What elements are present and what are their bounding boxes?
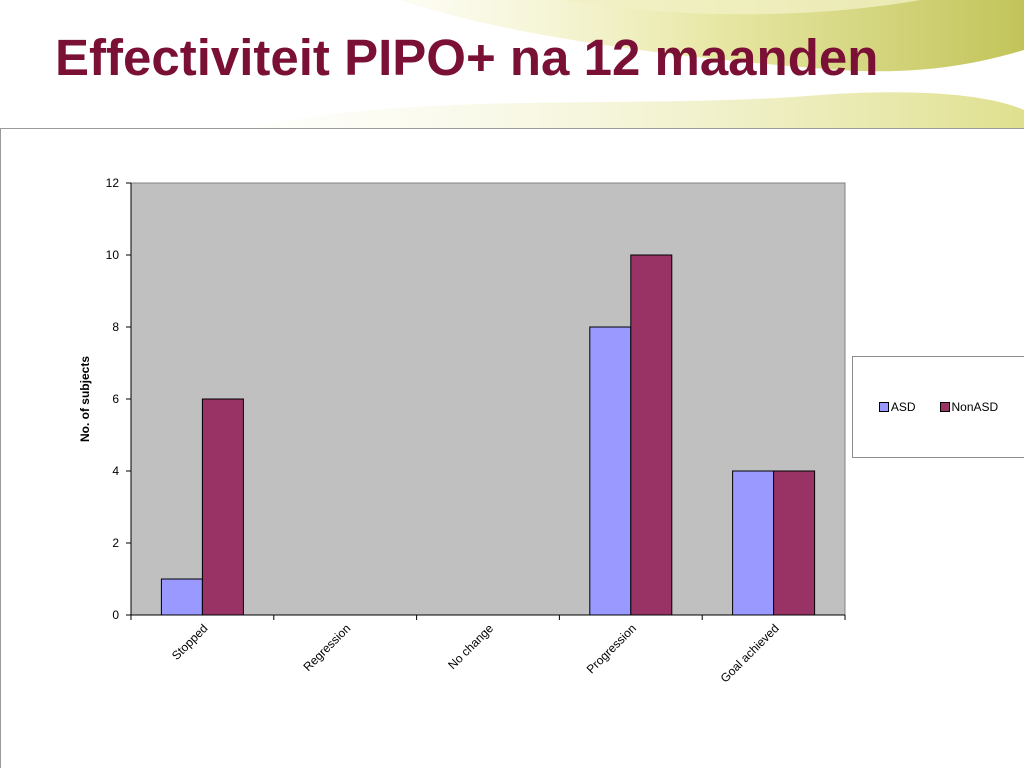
header-swoosh: [560, 0, 920, 15]
y-tick-label: 0: [112, 608, 119, 622]
axes: [126, 182, 846, 620]
chart-frame: 0 2 4 6 8 10 12 Stopped Regression No change Prog…: [0, 128, 1024, 768]
legend-entry-asd: ASD: [878, 400, 916, 414]
header-swoosh: [400, 0, 1024, 72]
legend-swatch-nonasd: [939, 402, 950, 412]
bar-nonasd-stopped: [201, 398, 244, 616]
y-tick-label: 10: [106, 248, 120, 262]
x-tick-label: Goal achieved: [718, 621, 782, 685]
bar-chart: 0 2 4 6 8 10 12 Stopped Regression No change Prog…: [78, 176, 846, 685]
bar-nonasd-progression: [630, 254, 673, 616]
bars: [160, 254, 816, 616]
x-tick-label: No change: [445, 621, 496, 672]
legend-swatch-asd: [878, 402, 889, 412]
y-tick-label: 2: [112, 536, 119, 550]
y-tick-labels: 0 2 4 6 8 10 12: [106, 176, 120, 622]
x-tick-label: Progression: [584, 621, 639, 676]
bar-nonasd-goal-achieved: [773, 470, 816, 616]
y-axis-label: No. of subjects: [78, 356, 92, 442]
legend-label-nonasd: NonASD: [951, 400, 999, 414]
y-tick-label: 12: [106, 176, 120, 190]
x-tick-label: Stopped: [169, 621, 211, 663]
bar-asd-goal-achieved: [732, 470, 775, 616]
header-swoosh: [250, 92, 1024, 128]
legend-entry-nonasd: NonASD: [939, 400, 999, 414]
y-tick-label: 8: [112, 320, 119, 334]
legend-label-asd: ASD: [890, 400, 916, 414]
x-tick-labels: Stopped Regression No change Progression Goa…: [169, 621, 782, 685]
chart-legend: ASD NonASD: [852, 356, 1024, 458]
bar-asd-progression: [589, 326, 632, 616]
slide-title: Effectiviteit PIPO+ na 12 maanden: [55, 29, 879, 86]
bar-asd-stopped: [160, 578, 203, 616]
y-tick-label: 6: [112, 392, 119, 406]
x-tick-label: Regression: [300, 621, 353, 674]
y-tick-label: 4: [112, 464, 119, 478]
